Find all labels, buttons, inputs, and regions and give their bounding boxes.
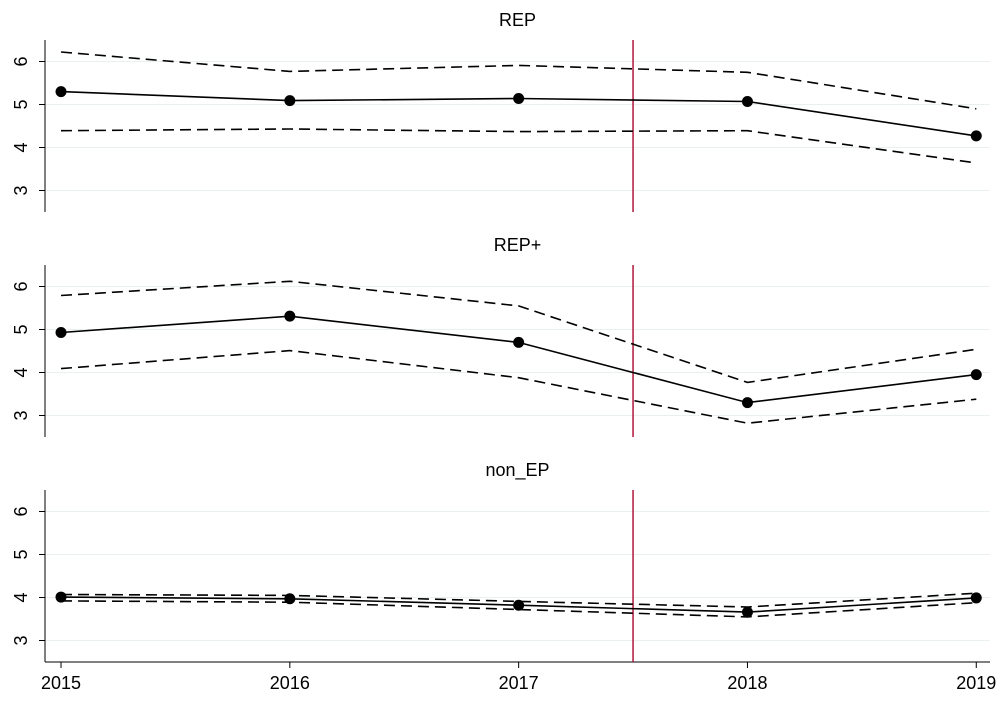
- y-tick-label: 6: [11, 281, 31, 291]
- y-tick-label: 5: [11, 99, 31, 109]
- y-tick-label: 3: [11, 185, 31, 195]
- marker: [513, 336, 525, 348]
- marker: [741, 606, 753, 618]
- y-tick-label: 6: [11, 506, 31, 516]
- x-tick-label: 2016: [270, 673, 310, 693]
- y-tick-label: 4: [11, 592, 31, 602]
- marker: [284, 95, 296, 107]
- marker: [970, 369, 982, 381]
- x-tick-label: 2015: [41, 673, 81, 693]
- marker: [970, 592, 982, 604]
- y-tick-label: 6: [11, 56, 31, 66]
- panel-title: REP: [499, 10, 536, 30]
- panel-title: non_EP: [485, 460, 549, 481]
- ci-line: [60, 280, 977, 384]
- marker: [55, 86, 67, 98]
- marker: [513, 599, 525, 611]
- y-tick-label: 5: [11, 324, 31, 334]
- y-tick-label: 4: [11, 142, 31, 152]
- ci-line: [60, 51, 977, 110]
- x-tick-label: 2018: [727, 673, 767, 693]
- marker: [284, 310, 296, 322]
- marker: [741, 95, 753, 107]
- x-tick-label: 2017: [499, 673, 539, 693]
- x-tick-label: 2019: [956, 673, 996, 693]
- ci-line: [60, 128, 977, 164]
- marker: [741, 397, 753, 409]
- y-tick-label: 5: [11, 549, 31, 559]
- y-tick-label: 3: [11, 635, 31, 645]
- y-tick-label: 3: [11, 410, 31, 420]
- marker: [55, 327, 67, 339]
- marker: [970, 130, 982, 142]
- y-tick-label: 4: [11, 367, 31, 377]
- panel-title: REP+: [494, 235, 542, 255]
- ci-line: [60, 349, 977, 425]
- marker: [513, 92, 525, 104]
